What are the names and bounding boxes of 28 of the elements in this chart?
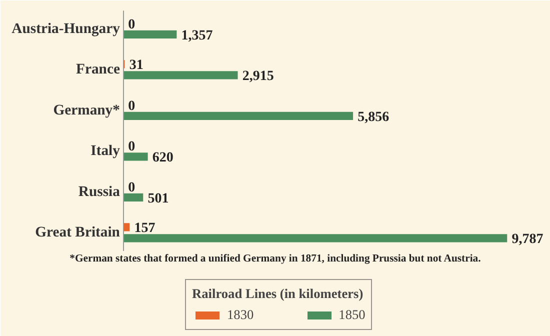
data-label: 157	[134, 221, 156, 236]
y-tick-label: Great Britain	[35, 224, 120, 241]
y-tick-label: Austria-Hungary	[12, 20, 121, 37]
y-tick-label: Italy	[90, 143, 121, 160]
data-label: 501	[148, 191, 169, 206]
legend-label: 1850	[338, 307, 366, 323]
data-label: 0	[128, 98, 136, 114]
data-label: 0	[128, 140, 136, 155]
data-label: 1,357	[181, 28, 213, 44]
data-label: 31	[129, 58, 144, 74]
y-tick-label: Germany*	[53, 102, 120, 118]
bar	[124, 30, 177, 39]
data-label: 9,787	[512, 232, 544, 248]
legend-label: 1830	[227, 307, 254, 323]
y-tick-label: Russia	[78, 184, 121, 200]
bar	[124, 112, 354, 120]
data-label: 620	[152, 150, 174, 166]
y-tick-label: France	[76, 62, 120, 78]
data-label: 0	[128, 17, 136, 32]
bar	[124, 71, 238, 80]
text: *German states that formed a unified Germany in 1871, including Prussia but not Austria.	[70, 254, 482, 265]
bar	[124, 234, 508, 242]
bar	[124, 193, 144, 202]
data-label: 2,915	[242, 69, 274, 84]
data-label: 5,856	[358, 110, 390, 125]
data-label: 0	[128, 180, 136, 196]
legend-title: Railroad Lines (in kilometers)	[192, 286, 364, 302]
bar	[124, 152, 148, 161]
